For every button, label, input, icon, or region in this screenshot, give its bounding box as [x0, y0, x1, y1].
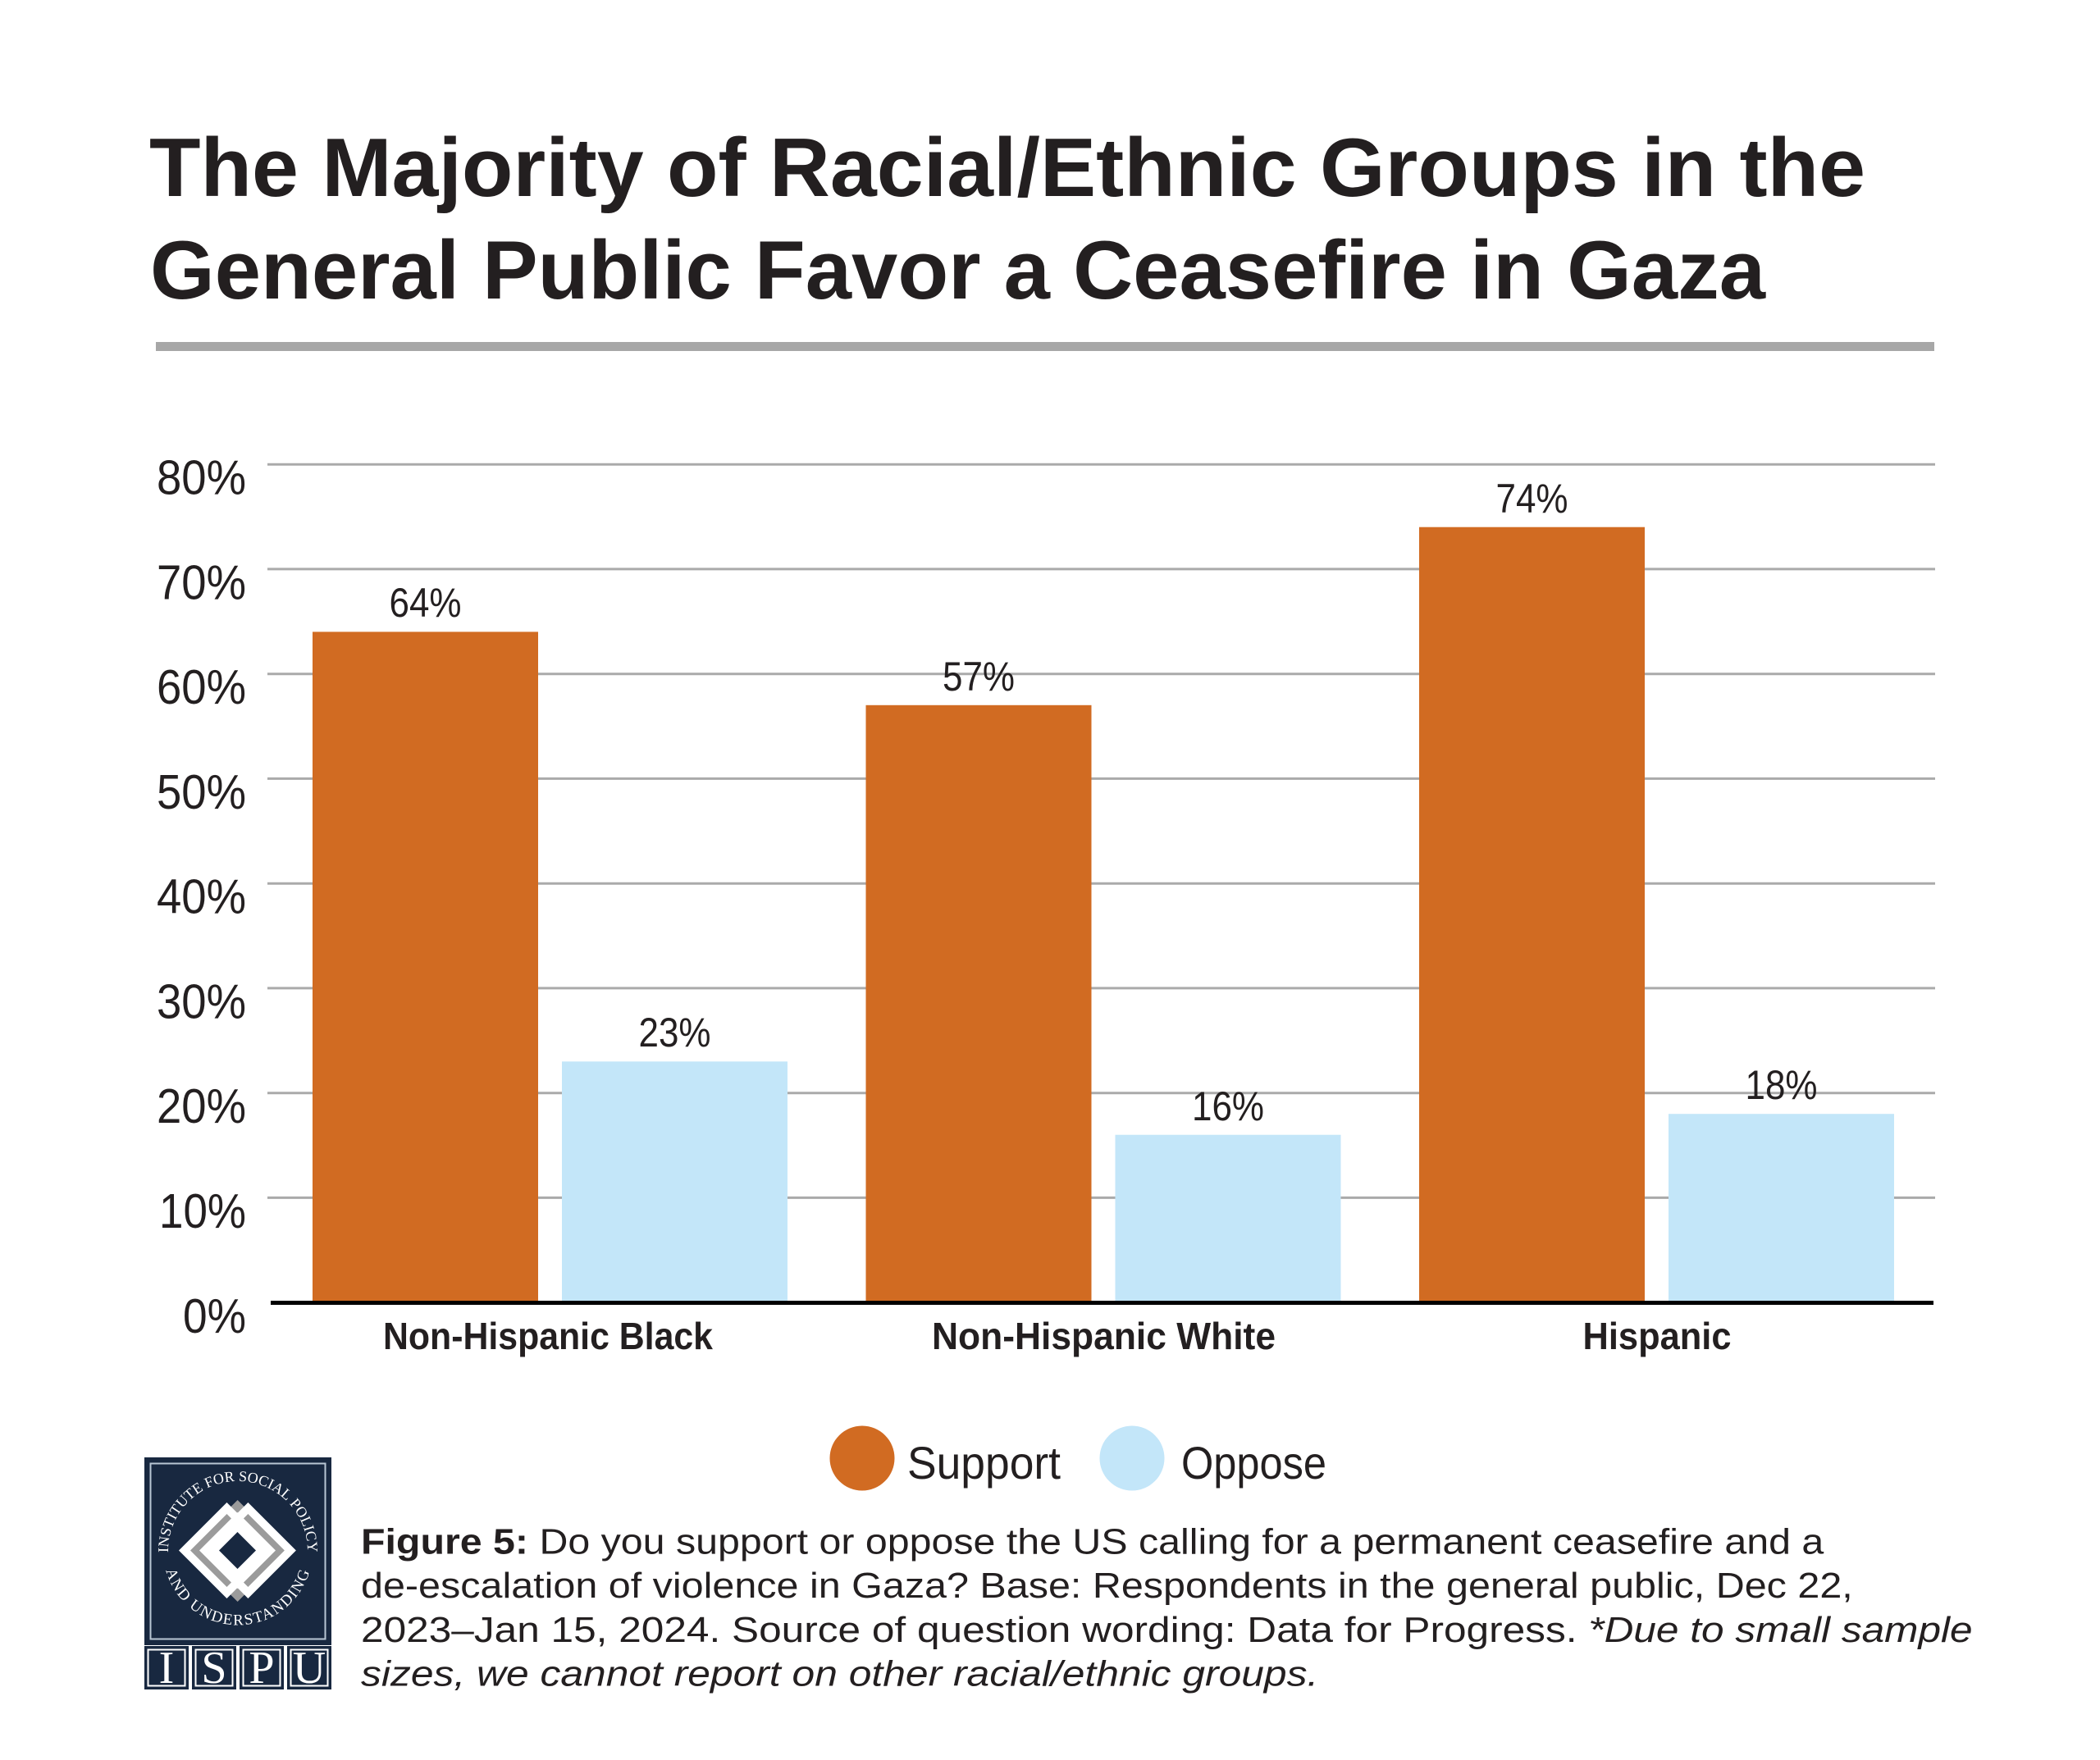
svg-text:20%: 20%	[157, 1079, 246, 1133]
svg-text:sizes, we cannot report on oth: sizes, we cannot report on other racial/…	[361, 1653, 1318, 1694]
svg-text:57%: 57%	[943, 654, 1015, 700]
svg-text:30%: 30%	[157, 974, 246, 1028]
svg-text:General Public Favor a Ceasefi: General Public Favor a Ceasefire in Gaza	[150, 225, 1766, 317]
svg-text:40%: 40%	[157, 870, 246, 924]
svg-text:16%: 16%	[1192, 1083, 1264, 1129]
svg-text:U: U	[293, 1643, 326, 1694]
svg-text:The Majority of Racial/Ethnic: The Majority of Racial/Ethnic Groups in …	[149, 122, 1865, 214]
svg-text:74%: 74%	[1496, 476, 1568, 522]
svg-text:P: P	[249, 1643, 274, 1694]
svg-text:de-escalation of violence in G: de-escalation of violence in Gaza? Base:…	[361, 1565, 1853, 1605]
svg-text:Oppose: Oppose	[1181, 1437, 1326, 1489]
svg-text:18%: 18%	[1746, 1062, 1818, 1108]
svg-text:50%: 50%	[157, 765, 246, 819]
svg-text:Support: Support	[907, 1437, 1061, 1489]
svg-text:23%: 23%	[639, 1010, 711, 1056]
svg-text:Hispanic: Hispanic	[1583, 1315, 1732, 1357]
svg-text:Non-Hispanic White: Non-Hispanic White	[932, 1315, 1276, 1357]
svg-text:I: I	[159, 1643, 175, 1694]
svg-text:2023–Jan 15, 2024. Source of q: 2023–Jan 15, 2024. Source of question wo…	[361, 1609, 1973, 1649]
svg-text:64%: 64%	[390, 580, 462, 626]
svg-text:S: S	[201, 1643, 226, 1694]
svg-text:Non-Hispanic Black: Non-Hispanic Black	[383, 1315, 713, 1357]
svg-text:0%: 0%	[183, 1289, 246, 1343]
svg-text:Figure 5: Do you support or op: Figure 5: Do you support or oppose the U…	[361, 1521, 1824, 1562]
svg-text:60%: 60%	[157, 660, 246, 714]
svg-text:70%: 70%	[157, 555, 246, 609]
svg-text:10%: 10%	[159, 1184, 246, 1238]
svg-text:80%: 80%	[157, 451, 246, 505]
